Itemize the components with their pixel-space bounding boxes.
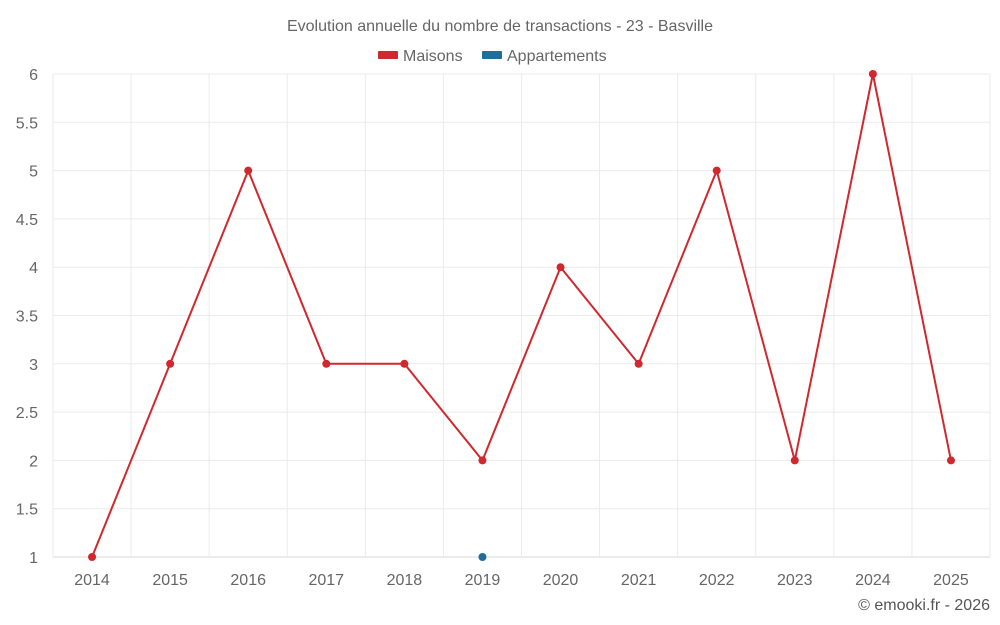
- x-tick-label: 2020: [543, 572, 579, 589]
- y-tick-label: 4.5: [16, 212, 38, 229]
- y-tick-label: 4: [29, 260, 38, 277]
- data-point-maisons-2024[interactable]: [868, 70, 877, 78]
- legend-swatch-maisons: [378, 51, 398, 59]
- x-tick-label: 2014: [74, 572, 110, 589]
- x-tick-label: 2022: [699, 572, 735, 589]
- data-point-maisons-2018[interactable]: [400, 359, 409, 368]
- data-point-maisons-2021[interactable]: [634, 359, 643, 368]
- series-line-maisons: [91, 73, 952, 558]
- y-tick-label: 3.5: [16, 309, 38, 326]
- y-axis: 1 1.5 2 2.5 3 3.5 4 4.5 5 5.5 6: [16, 67, 38, 567]
- data-point-maisons-2016[interactable]: [244, 166, 253, 175]
- legend: Maisons Appartements: [378, 48, 607, 65]
- grid: [52, 73, 991, 558]
- y-tick-label: 3: [29, 357, 38, 374]
- data-point-maisons-2025[interactable]: [946, 456, 955, 465]
- x-tick-label: 2024: [855, 572, 891, 589]
- y-tick-label: 6: [29, 67, 38, 84]
- legend-item-appartements[interactable]: Appartements: [482, 48, 607, 65]
- credit-text: © emooki.fr - 2026: [858, 597, 990, 614]
- y-tick-label: 2.5: [16, 405, 38, 422]
- x-tick-label: 2019: [465, 572, 501, 589]
- y-tick-label: 5: [29, 164, 38, 181]
- legend-item-maisons[interactable]: Maisons: [378, 48, 463, 65]
- data-point-maisons-2015[interactable]: [166, 359, 175, 368]
- x-tick-label: 2016: [230, 572, 266, 589]
- y-tick-label: 1.5: [16, 502, 38, 519]
- x-axis: 2014 2015 2016 2017 2018 2019 2020 2021 2022 2023…: [74, 572, 969, 589]
- series: [88, 70, 955, 561]
- legend-swatch-appartements: [482, 51, 502, 59]
- x-tick-label: 2018: [387, 572, 423, 589]
- legend-label-appartements: Appartements: [507, 48, 607, 65]
- data-point-maisons-2022[interactable]: [712, 166, 721, 175]
- x-tick-label: 2017: [308, 572, 344, 589]
- x-tick-label: 2015: [152, 572, 188, 589]
- data-point-appartements-2019[interactable]: [478, 553, 487, 561]
- y-tick-label: 2: [29, 453, 38, 470]
- x-tick-label: 2021: [621, 572, 657, 589]
- data-point-maisons-2017[interactable]: [322, 359, 331, 368]
- data-point-maisons-2023[interactable]: [790, 456, 799, 465]
- y-tick-label: 1: [29, 550, 38, 567]
- chart-title: Evolution annuelle du nombre de transact…: [287, 18, 713, 35]
- y-tick-label: 5.5: [16, 115, 38, 132]
- data-point-maisons-2014[interactable]: [88, 553, 97, 561]
- data-point-maisons-2020[interactable]: [556, 263, 565, 272]
- x-tick-label: 2025: [933, 572, 969, 589]
- x-tick-label: 2023: [777, 572, 813, 589]
- data-point-maisons-2019[interactable]: [478, 456, 487, 465]
- legend-label-maisons: Maisons: [403, 48, 463, 65]
